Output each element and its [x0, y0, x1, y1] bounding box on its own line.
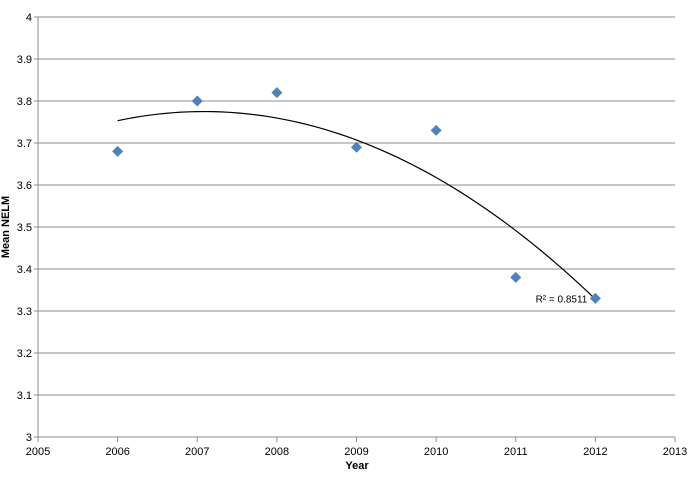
data-point: [430, 124, 442, 136]
y-tick-label: 3: [26, 432, 32, 444]
x-tick-label: 2007: [185, 446, 209, 458]
x-tick-label: 2005: [26, 446, 50, 458]
y-tick-label: 3.8: [17, 96, 32, 108]
axes: [37, 17, 676, 442]
y-tick-label: 3.5: [17, 222, 32, 234]
y-tick-label: 3.4: [17, 264, 32, 276]
data-point: [191, 95, 203, 107]
data-point: [112, 145, 124, 157]
y-tick-label: 3.1: [17, 390, 32, 402]
x-axis-title: Year: [345, 460, 369, 472]
x-tick-label: 2009: [344, 446, 368, 458]
data-point: [351, 141, 362, 153]
y-tick-labels: 3 3.1 3.2 3.3 3.4 3.5 3.6 3.7 3.8 3.9 4: [17, 12, 32, 444]
y-tick-label: 3.9: [17, 54, 32, 66]
x-tick-label: 2013: [663, 446, 687, 458]
y-tick-label: 3.2: [17, 348, 32, 360]
x-tick-label: 2010: [424, 446, 448, 458]
data-points: [112, 87, 601, 304]
y-tick-label: 3.6: [17, 180, 32, 192]
data-point: [589, 292, 601, 304]
y-tick-label: 3.7: [17, 138, 32, 150]
y-tick-label: 3.3: [17, 306, 32, 318]
r-squared-label: R² = 0.8511: [536, 294, 588, 305]
x-tick-label: 2011: [504, 446, 528, 458]
trendline: [117, 110, 596, 300]
x-tick-labels: 2005 2006 2007 2008 2009 2010 2011 2012 2013: [26, 446, 687, 458]
y-axis-title: Mean NELM: [0, 196, 12, 258]
data-point: [510, 271, 522, 283]
x-tick-label: 2012: [583, 446, 607, 458]
gridlines: [34, 16, 675, 438]
y-tick-label: 4: [26, 12, 32, 24]
trendline-group: [117, 110, 596, 300]
data-point: [271, 87, 283, 99]
x-tick-label: 2008: [265, 446, 289, 458]
x-tick-label: 2006: [105, 446, 129, 458]
